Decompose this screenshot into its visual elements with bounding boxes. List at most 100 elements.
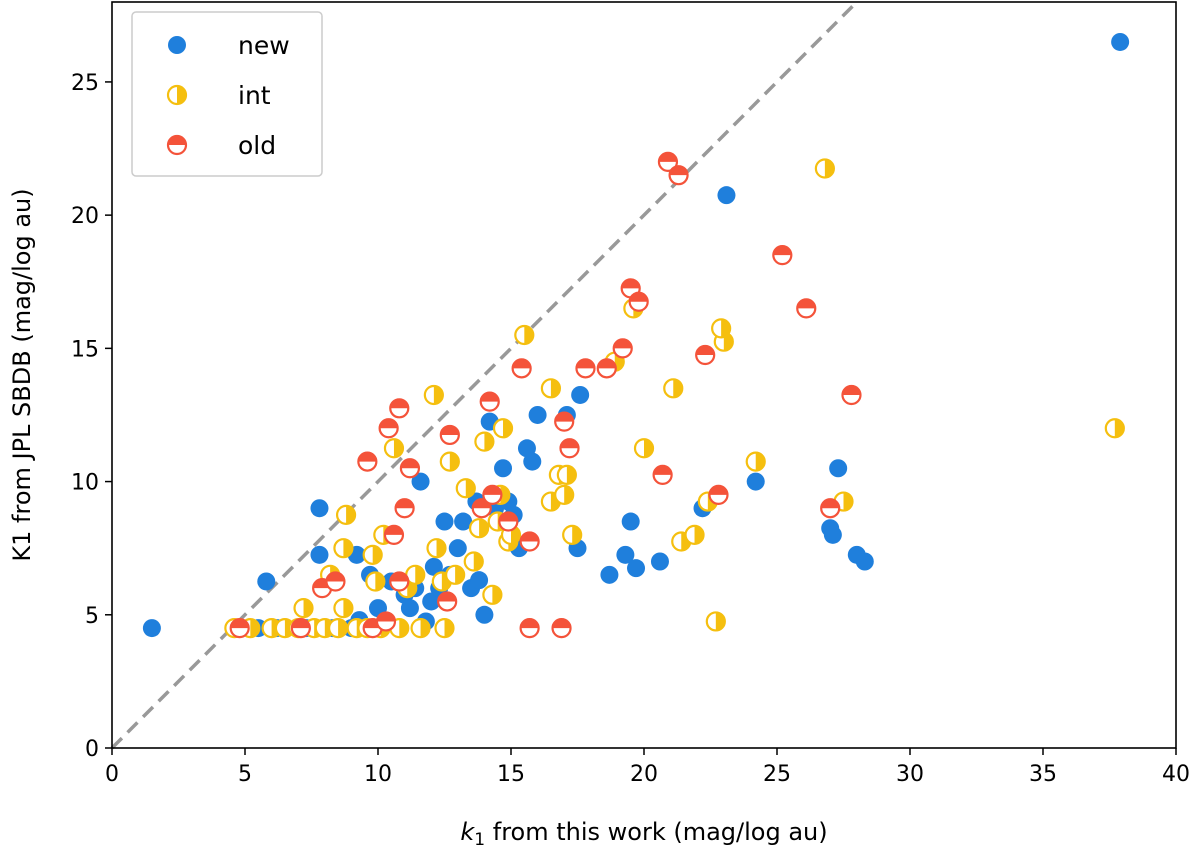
marker-fill (1111, 32, 1130, 51)
marker-edge (519, 531, 540, 552)
marker-edge (471, 498, 492, 519)
marker-fill (600, 565, 619, 584)
marker-edge (772, 245, 793, 266)
legend-label-int: int (238, 81, 271, 110)
marker-edge (1104, 418, 1125, 439)
data-point-old (389, 571, 410, 592)
marker-edge (423, 384, 444, 406)
data-point-new (142, 619, 161, 638)
y-tick-label: 0 (85, 737, 99, 762)
x-tick-label: 15 (497, 762, 525, 787)
data-point-old (519, 618, 540, 639)
data-point-old (229, 618, 250, 639)
data-point-new (650, 552, 669, 571)
data-point-old (394, 498, 415, 519)
data-point-new (717, 186, 736, 205)
marker-edge (378, 418, 399, 439)
marker-edge (668, 165, 689, 186)
marker-edge (463, 551, 484, 572)
marker-edge (820, 498, 841, 519)
data-point-old (437, 591, 458, 612)
marker-edge (445, 564, 466, 585)
data-point-int (333, 598, 354, 619)
marker-edge (333, 598, 354, 619)
x-tick-label: 25 (763, 762, 791, 787)
marker-edge (293, 598, 314, 619)
data-point-new (435, 512, 454, 531)
data-point-new (310, 499, 329, 518)
data-point-int (540, 378, 562, 399)
marker-fill (571, 385, 590, 404)
data-point-int (328, 618, 349, 639)
data-point-int (455, 478, 476, 499)
marker-edge (434, 618, 455, 639)
marker-fill (435, 512, 454, 531)
legend-box (131, 11, 323, 177)
data-point-old (708, 484, 729, 505)
data-point-new (627, 559, 646, 578)
x-tick-label: 30 (896, 762, 924, 787)
data-point-old (820, 498, 841, 519)
marker-edge (554, 484, 575, 505)
marker-edge (540, 378, 562, 399)
marker-fill (621, 512, 640, 531)
data-point-new (855, 552, 874, 571)
marker-edge (695, 344, 716, 366)
axis-ticks-layer: 0 5 10 15 20 25 30 35 40 0 5 10 15 20 25 (71, 71, 1190, 787)
data-point-int (684, 524, 705, 545)
y-tick-label: 15 (71, 337, 99, 362)
data-point-int (362, 544, 383, 565)
data-point-int (562, 524, 583, 545)
marker-fill (528, 405, 547, 424)
marker-fill (627, 559, 646, 578)
data-point-int (814, 158, 835, 179)
x-tick-label: 5 (238, 762, 252, 787)
data-point-int (1104, 418, 1125, 439)
data-point-old (511, 358, 532, 379)
marker-fill (746, 472, 765, 491)
data-point-old (841, 384, 862, 406)
legend-marker-old (166, 134, 188, 156)
marker-edge (389, 571, 410, 592)
x-axis-label-symbol: k (460, 818, 475, 846)
data-point-int (468, 518, 490, 539)
marker-edge (556, 464, 577, 486)
marker-edge (498, 511, 519, 532)
data-point-new (475, 605, 494, 624)
marker-edge (551, 618, 572, 639)
data-point-old (575, 358, 596, 379)
data-point-old (796, 298, 817, 319)
data-point-old (554, 411, 575, 432)
x-tick-label: 40 (1162, 762, 1190, 787)
marker-edge (383, 438, 405, 459)
plot-frame (111, 1, 1177, 749)
data-point-new (400, 599, 419, 618)
data-point-int (293, 598, 314, 619)
marker-edge (399, 458, 421, 479)
marker-edge (325, 571, 346, 592)
x-tick-label: 10 (364, 762, 392, 787)
marker-edge (796, 298, 817, 319)
data-point-int (492, 418, 514, 439)
data-point-old (482, 484, 503, 505)
data-point-int (439, 451, 460, 472)
marker-fill (523, 452, 542, 471)
data-point-new (528, 405, 547, 424)
data-point-old (357, 451, 378, 472)
data-point-int (405, 564, 426, 585)
legend: new int old (131, 11, 323, 177)
marker-edge (229, 618, 250, 639)
data-point-int (745, 451, 766, 472)
marker-edge (166, 134, 188, 156)
x-axis-label-text: from this work (mag/log au) (485, 818, 828, 846)
data-point-new (454, 512, 473, 531)
marker-edge (365, 571, 386, 592)
y-tick-label: 10 (71, 471, 99, 496)
marker-fill (257, 572, 276, 591)
data-point-int (383, 438, 405, 459)
marker-fill (310, 499, 329, 518)
data-point-old (383, 524, 405, 545)
x-tick-label: 35 (1029, 762, 1057, 787)
marker-edge (663, 378, 684, 399)
